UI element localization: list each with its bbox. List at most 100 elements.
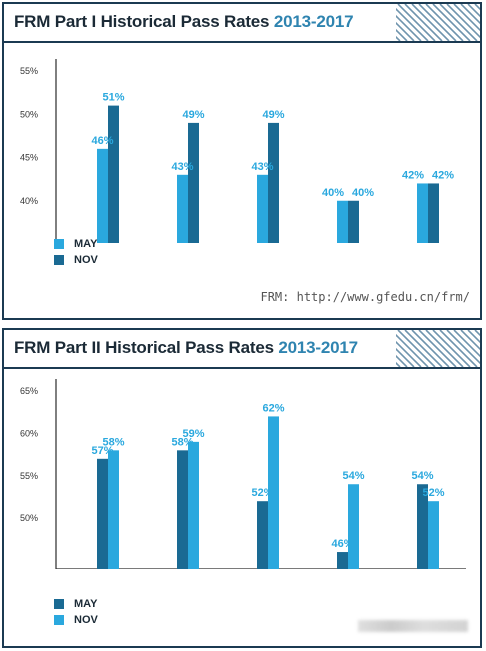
hatch-line: [432, 4, 471, 41]
hatch-line: [396, 28, 408, 41]
data-label: 40%: [322, 187, 344, 199]
hatch-line: [418, 330, 457, 367]
hatch-line: [404, 330, 443, 367]
hatch-line: [446, 4, 480, 39]
data-label: 42%: [402, 169, 424, 181]
data-label: 42%: [432, 169, 454, 181]
hatch-decoration: [396, 330, 480, 367]
legend-swatch: [54, 615, 64, 625]
hatch-line: [396, 14, 422, 41]
chart-title: FRM Part II Historical Pass Rates 2013-2…: [14, 338, 358, 358]
bar-nov: [268, 416, 279, 569]
hatch-line: [396, 354, 408, 367]
bar-nov: [348, 484, 359, 569]
hatch-line: [396, 340, 422, 367]
bar-nov: [188, 122, 199, 243]
bar-may: [337, 552, 348, 569]
legend-swatch: [54, 599, 64, 609]
y-tick-label: 65%: [20, 386, 38, 396]
legend-swatch: [54, 239, 64, 249]
data-label: 49%: [182, 109, 204, 121]
hatch-line: [439, 4, 478, 41]
y-tick-label: 50%: [20, 109, 38, 119]
y-tick-label: 40%: [20, 196, 38, 206]
data-label: 43%: [251, 161, 273, 173]
data-label: 54%: [342, 470, 364, 482]
watermark-text: FRM: http://www.gfedu.cn/frm/: [260, 290, 470, 304]
hatch-line: [397, 4, 436, 41]
legend-swatch: [54, 255, 64, 265]
data-label: 46%: [91, 135, 113, 147]
hatch-line: [460, 330, 480, 351]
hatch-line: [397, 330, 436, 367]
legend-item-nov: NOV: [54, 252, 98, 268]
chart-legend: MAY NOV: [54, 236, 98, 268]
bar-may: [417, 484, 428, 569]
data-label: 54%: [411, 470, 433, 482]
chart-panel-part2: FRM Part II Historical Pass Rates 2013-2…: [2, 328, 482, 648]
chart-title-text: FRM Part I Historical Pass Rates: [14, 12, 270, 31]
y-tick-label: 60%: [20, 428, 38, 438]
bar-may: [177, 174, 188, 243]
bar-may: [257, 501, 268, 569]
legend-label: NOV: [74, 254, 98, 266]
legend-label: MAY: [74, 598, 98, 610]
hatch-line: [418, 4, 457, 41]
chart-header: FRM Part II Historical Pass Rates 2013-2…: [4, 330, 480, 369]
data-label: 43%: [171, 161, 193, 173]
hatch-line: [396, 347, 415, 367]
legend-item-may: MAY: [54, 596, 98, 612]
hatch-decoration: [396, 4, 480, 41]
legend-label: MAY: [74, 238, 98, 250]
chart-title-text: FRM Part II Historical Pass Rates: [14, 338, 274, 357]
data-label: 46%: [331, 538, 353, 550]
bar-may: [177, 450, 188, 569]
data-label: 51%: [102, 92, 124, 104]
bar-chart-part2: 65%60%55%50%2013201420152016201757%58%58…: [20, 379, 466, 569]
legend-item-nov: NOV: [54, 612, 98, 628]
bar-nov: [108, 105, 119, 243]
hatch-line: [467, 4, 480, 18]
hatch-line: [411, 4, 450, 41]
data-label: 58%: [171, 436, 193, 448]
chart-title-years: 2013-2017: [273, 12, 354, 31]
bar-nov: [348, 200, 359, 243]
hatch-line: [453, 330, 480, 358]
hatch-line: [432, 330, 471, 367]
hatch-line: [460, 4, 480, 25]
y-tick-label: 55%: [20, 471, 38, 481]
bar-nov: [188, 441, 199, 569]
legend-item-may: MAY: [54, 236, 98, 252]
hatch-line: [425, 4, 464, 41]
hatch-line: [453, 4, 480, 32]
bar-may: [337, 200, 348, 243]
data-label: 59%: [182, 428, 204, 440]
bar-may: [257, 174, 268, 243]
bar-may: [97, 458, 108, 569]
bar-may: [97, 148, 108, 243]
hatch-line: [396, 21, 415, 41]
bar-may: [417, 183, 428, 243]
data-label: 52%: [251, 487, 273, 499]
data-label: 57%: [91, 445, 113, 457]
data-label: 58%: [102, 436, 124, 448]
hatch-line: [467, 330, 480, 344]
y-tick-label: 55%: [20, 66, 38, 76]
chart-legend: MAY NOV: [54, 596, 98, 628]
blurred-watermark: [358, 620, 468, 632]
hatch-line: [396, 333, 429, 367]
chart-panel-part1: FRM Part I Historical Pass Rates 2013-20…: [2, 2, 482, 320]
bar-chart-part1: 55%50%45%40%2013201420152016201746%51%43…: [20, 59, 454, 243]
y-tick-label: 50%: [20, 513, 38, 523]
hatch-line: [404, 4, 443, 41]
chart-header: FRM Part I Historical Pass Rates 2013-20…: [4, 4, 480, 43]
bar-nov: [428, 183, 439, 243]
data-label: 49%: [262, 109, 284, 121]
chart-title: FRM Part I Historical Pass Rates 2013-20…: [14, 12, 354, 32]
bar-nov: [428, 501, 439, 569]
legend-label: NOV: [74, 614, 98, 626]
chart-title-years: 2013-2017: [278, 338, 358, 357]
y-tick-label: 45%: [20, 153, 38, 163]
data-label: 62%: [262, 402, 284, 414]
hatch-line: [425, 330, 464, 367]
